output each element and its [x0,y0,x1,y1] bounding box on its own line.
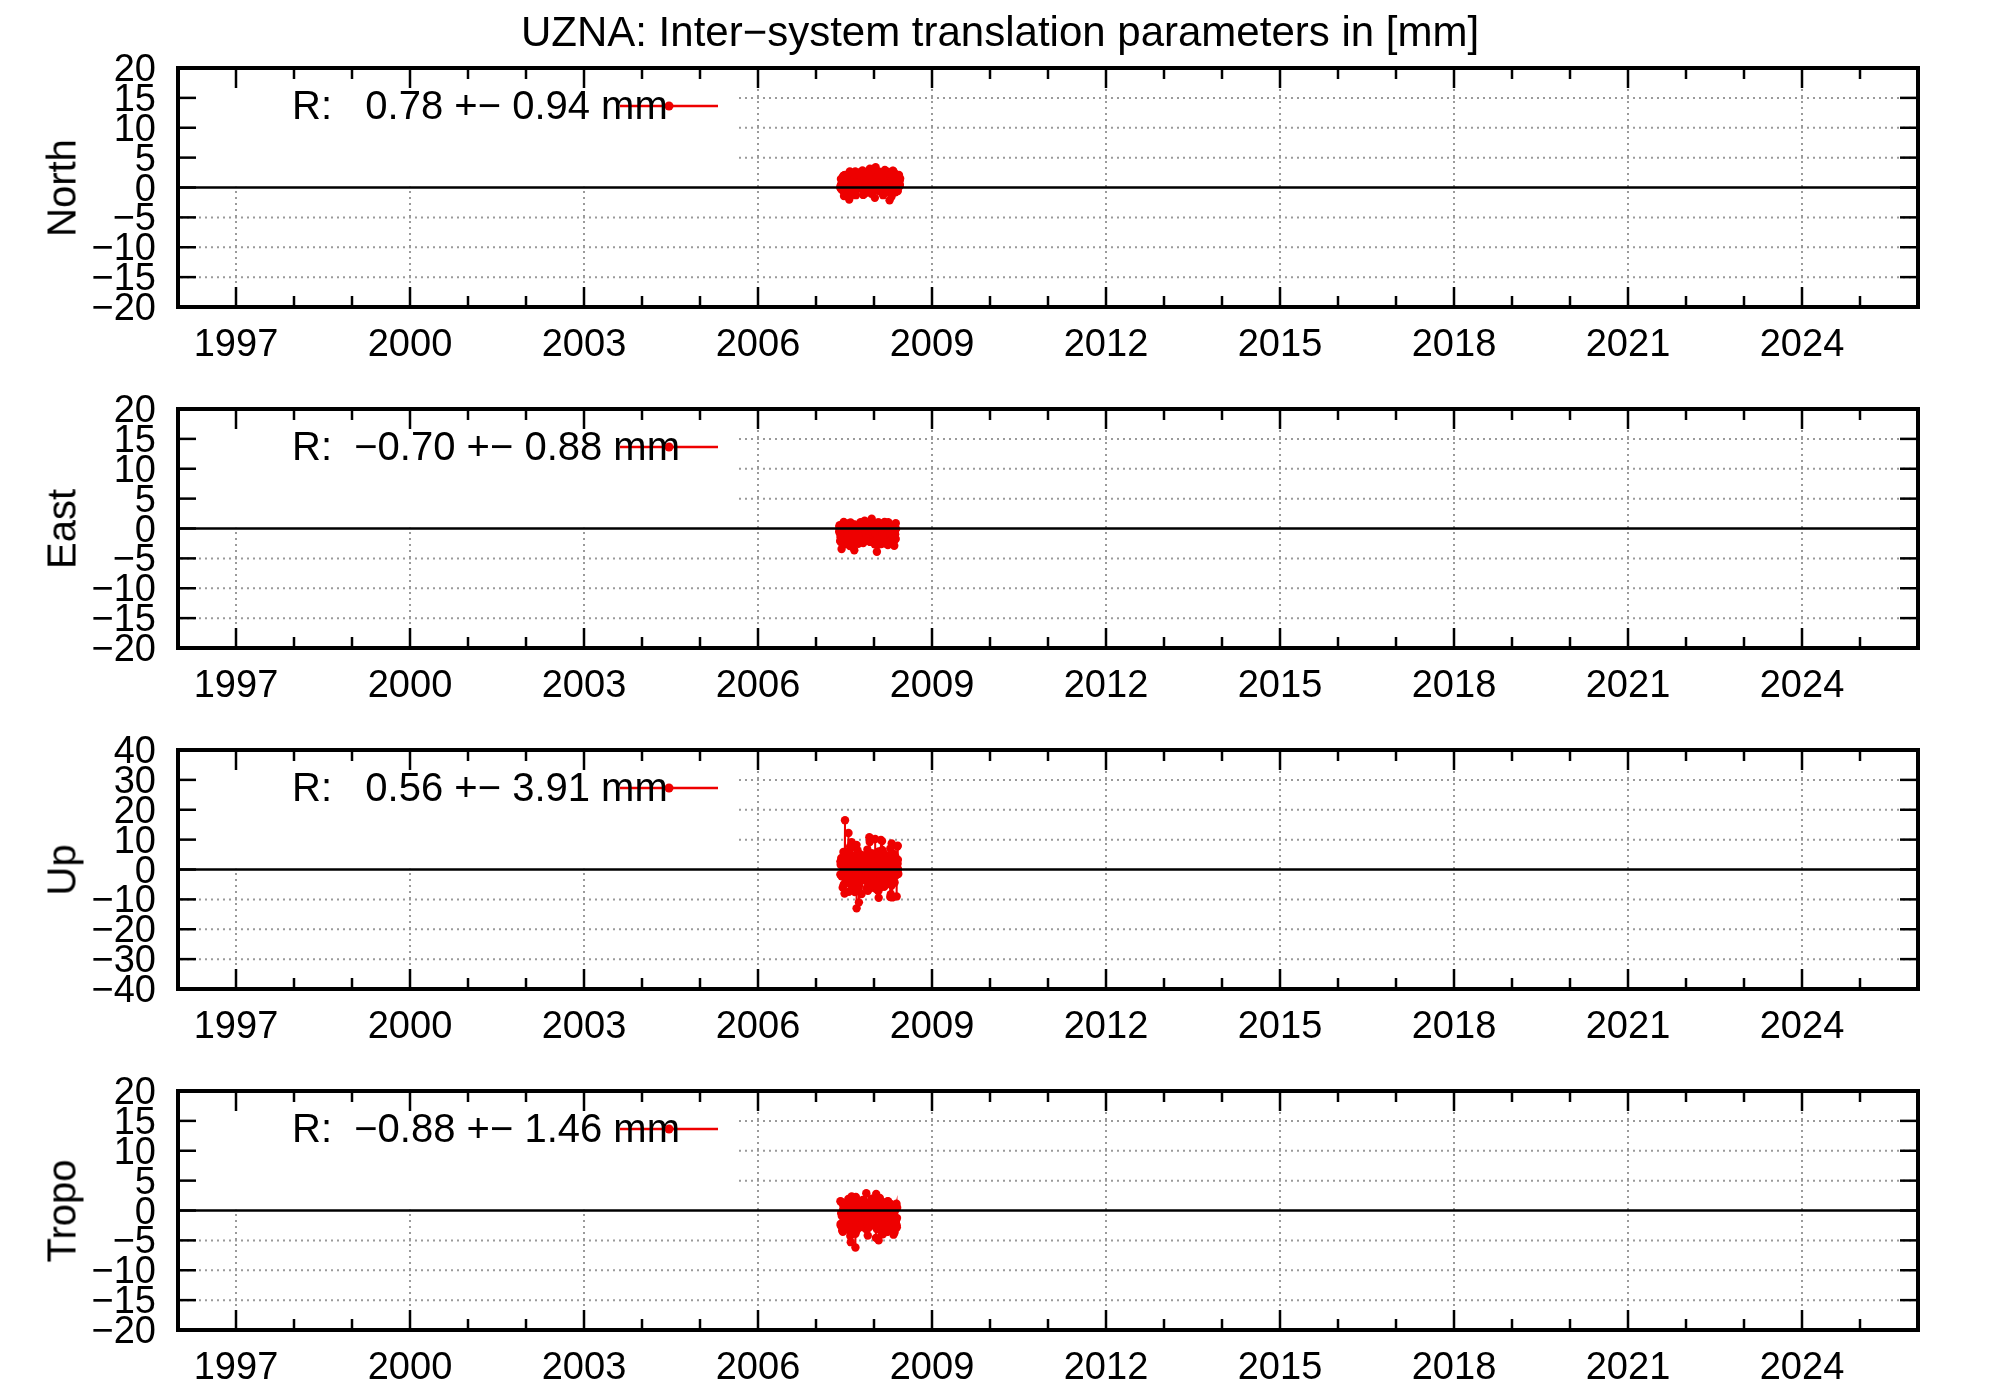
y-axis-label-east: East [40,488,85,568]
x-tick-label: 2024 [1760,663,1845,706]
x-tick-label: 2006 [716,1004,801,1047]
y-tick-label: −20 [92,627,156,670]
x-tick-label: 2018 [1412,1004,1497,1047]
y-axis-label-up: Up [40,844,85,895]
x-tick-label: 2006 [716,322,801,365]
y-axis-label-tropo: Tropo [40,1159,85,1262]
y-tick-label: −20 [92,286,156,329]
legend-east: R: −0.70 +− 0.88 mm [292,424,680,469]
x-tick-label: 2015 [1238,322,1323,365]
x-tick-label: 2012 [1064,1004,1149,1047]
x-tick-label: 2009 [890,663,975,706]
x-tick-label: 2009 [890,1004,975,1047]
x-tick-label: 2015 [1238,663,1323,706]
x-tick-label: 2018 [1412,663,1497,706]
x-tick-label: 2024 [1760,322,1845,365]
y-tick-label: −40 [92,968,156,1011]
x-tick-label: 2003 [542,322,627,365]
legend-north: R: 0.78 +− 0.94 mm [292,83,668,128]
x-tick-label: 2024 [1760,1345,1845,1388]
x-tick-label: 2006 [716,663,801,706]
figure: UZNA: Inter−system translation parameter… [0,0,2000,1400]
x-tick-label: 2009 [890,322,975,365]
x-tick-label: 2021 [1586,322,1671,365]
x-tick-label: 2012 [1064,1345,1149,1388]
chart-canvas [0,0,2000,1400]
x-tick-label: 2000 [368,1345,453,1388]
x-tick-label: 2015 [1238,1345,1323,1388]
x-tick-label: 2021 [1586,1004,1671,1047]
x-tick-label: 1997 [194,322,279,365]
x-tick-label: 2015 [1238,1004,1323,1047]
x-tick-label: 1997 [194,1345,279,1388]
x-tick-label: 2003 [542,1345,627,1388]
x-tick-label: 2006 [716,1345,801,1388]
x-tick-label: 2021 [1586,1345,1671,1388]
legend-tropo: R: −0.88 +− 1.46 mm [292,1106,680,1151]
x-tick-label: 2000 [368,1004,453,1047]
x-tick-label: 2009 [890,1345,975,1388]
x-tick-label: 2012 [1064,322,1149,365]
x-tick-label: 2000 [368,322,453,365]
x-tick-label: 2012 [1064,663,1149,706]
legend-up: R: 0.56 +− 3.91 mm [292,765,668,810]
x-tick-label: 2000 [368,663,453,706]
x-tick-label: 2003 [542,1004,627,1047]
y-axis-label-north: North [40,139,85,237]
x-tick-label: 1997 [194,663,279,706]
x-tick-label: 2021 [1586,663,1671,706]
x-tick-label: 2024 [1760,1004,1845,1047]
y-tick-label: −20 [92,1309,156,1352]
x-tick-label: 2018 [1412,1345,1497,1388]
x-tick-label: 1997 [194,1004,279,1047]
x-tick-label: 2018 [1412,322,1497,365]
x-tick-label: 2003 [542,663,627,706]
chart-title: UZNA: Inter−system translation parameter… [0,8,2000,56]
